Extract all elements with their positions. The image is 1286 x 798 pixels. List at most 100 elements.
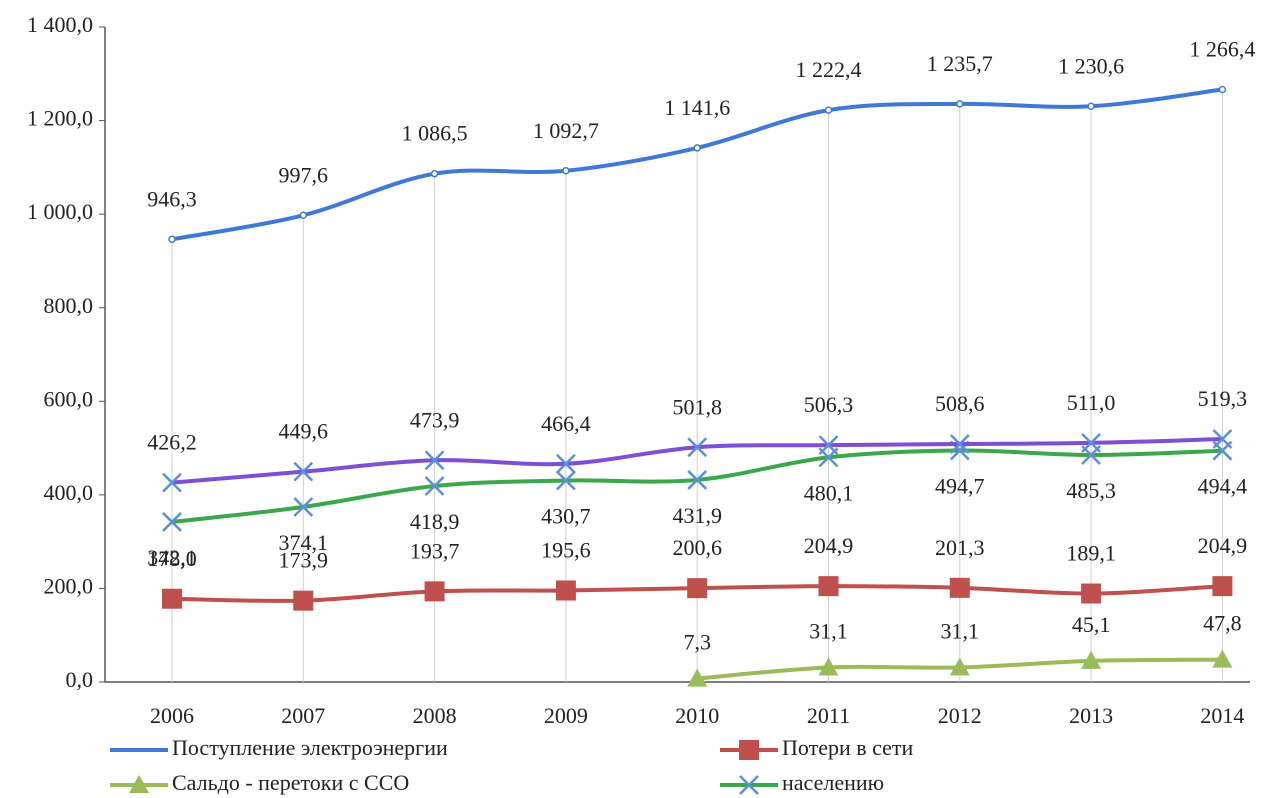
data-label: 31,1	[809, 618, 848, 643]
marker	[168, 235, 176, 244]
data-label: 204,9	[804, 533, 854, 558]
marker	[739, 740, 759, 760]
marker	[1212, 649, 1233, 668]
data-label: 47,8	[1203, 611, 1242, 636]
data-label: 189,1	[1066, 541, 1116, 566]
data-label: 506,3	[804, 392, 854, 417]
legend-label: населению	[782, 770, 884, 795]
x-tick-label: 2011	[807, 703, 850, 728]
data-label: 1 230,6	[1058, 53, 1124, 78]
marker	[1087, 102, 1095, 111]
data-label: 480,1	[804, 480, 854, 505]
data-label: 431,9	[672, 503, 722, 528]
data-label: 449,6	[279, 419, 329, 444]
marker	[693, 144, 701, 152]
x-tick-label: 2006	[150, 703, 194, 728]
marker	[949, 657, 970, 676]
x-tick-label: 2009	[544, 703, 588, 728]
y-tick-label: 1 400,0	[27, 12, 93, 37]
marker	[293, 590, 314, 611]
data-label: 426,2	[147, 430, 197, 455]
marker	[162, 588, 182, 609]
data-label: 508,6	[935, 391, 985, 416]
marker	[430, 169, 439, 178]
marker	[818, 435, 839, 456]
marker	[687, 437, 708, 458]
x-tick-label: 2007	[281, 703, 325, 728]
marker	[824, 106, 833, 114]
marker	[1081, 583, 1102, 604]
data-label: 466,4	[541, 411, 591, 436]
marker	[556, 453, 576, 474]
marker	[424, 581, 445, 602]
marker	[1218, 85, 1227, 94]
marker	[162, 472, 182, 493]
data-label: 494,4	[1198, 474, 1248, 499]
y-tick-label: 600,0	[44, 386, 94, 411]
marker	[299, 211, 308, 220]
data-label: 946,3	[147, 186, 197, 211]
data-label: 204,9	[1198, 533, 1248, 558]
data-label: 519,3	[1198, 386, 1248, 411]
marker	[1212, 576, 1233, 597]
data-label: 200,6	[672, 535, 722, 560]
data-label: 1 266,4	[1189, 37, 1255, 62]
x-tick-label: 2012	[938, 703, 982, 728]
marker	[424, 476, 445, 496]
data-label: 7,3	[683, 630, 711, 655]
y-tick-label: 200,0	[44, 573, 94, 598]
marker	[293, 497, 314, 517]
marker	[949, 434, 970, 454]
data-label: 195,6	[541, 538, 591, 563]
data-label: 473,9	[410, 407, 460, 432]
x-tick-label: 2008	[413, 703, 457, 728]
marker	[424, 450, 445, 471]
data-label: 430,7	[541, 504, 591, 529]
marker	[562, 167, 570, 175]
data-label: 997,6	[279, 162, 329, 187]
legend-label: Потери в сети	[782, 735, 914, 760]
data-label: 501,8	[672, 394, 722, 419]
marker	[556, 470, 576, 491]
data-label: 418,9	[410, 509, 460, 534]
marker	[687, 470, 708, 490]
marker	[129, 775, 149, 793]
marker	[555, 580, 576, 601]
marker	[162, 512, 182, 532]
data-label: 178,0	[147, 546, 197, 571]
marker	[818, 657, 839, 676]
marker	[293, 461, 314, 482]
marker	[949, 577, 970, 598]
data-label: 31,1	[941, 618, 980, 643]
marker	[739, 775, 759, 795]
y-tick-label: 0,0	[66, 667, 94, 692]
data-label: 193,7	[410, 538, 460, 563]
y-tick-label: 400,0	[44, 480, 94, 505]
data-label: 511,0	[1067, 390, 1116, 415]
data-label: 494,7	[935, 474, 985, 499]
legend-label: Поступление электроэнергии	[172, 735, 448, 760]
data-label: 45,1	[1072, 612, 1111, 637]
marker	[1081, 433, 1101, 453]
x-tick-label: 2010	[675, 703, 719, 728]
legend-label: Сальдо - перетоки с ССО	[172, 770, 409, 795]
data-label: 1 222,4	[796, 57, 862, 82]
x-tick-label: 2014	[1200, 703, 1244, 728]
y-tick-label: 800,0	[44, 293, 94, 318]
y-tick-label: 1 200,0	[27, 106, 93, 131]
data-label: 485,3	[1066, 478, 1116, 503]
data-label: 374,1	[279, 530, 329, 555]
data-label: 201,3	[935, 535, 985, 560]
marker	[687, 578, 708, 599]
data-label: 1 141,6	[664, 95, 730, 120]
y-tick-label: 1 000,0	[27, 199, 93, 224]
data-label: 173,9	[279, 548, 329, 573]
data-label: 342,1	[147, 545, 197, 570]
data-label: 1 092,7	[533, 118, 599, 143]
marker	[818, 576, 839, 597]
data-label: 1 086,5	[402, 121, 468, 146]
data-label: 1 235,7	[927, 51, 993, 76]
marker	[1212, 429, 1233, 449]
marker	[687, 668, 708, 687]
